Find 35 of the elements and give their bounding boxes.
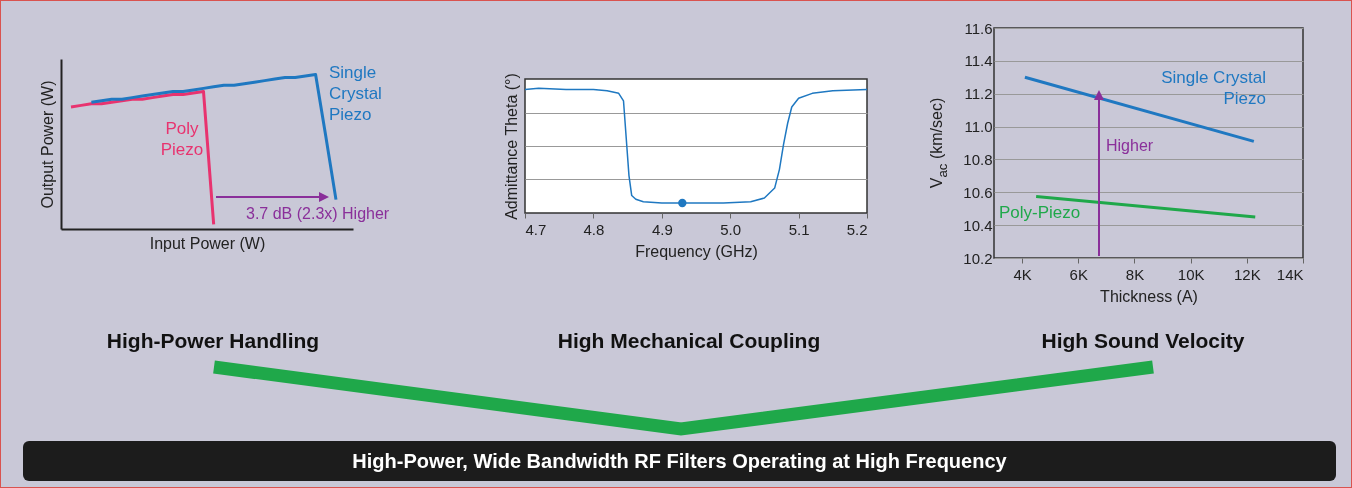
text: High Mechanical Coupling — [557, 329, 821, 353]
x-tick-label: 14K — [1276, 265, 1304, 283]
x-tick-label: 4.8 — [583, 220, 605, 238]
x-tick-label: 5.0 — [720, 220, 742, 238]
series-label: Poly Piezo — [160, 119, 204, 159]
y-axis-title: Output Power (W) — [38, 80, 56, 209]
x-tick-label: 10K — [1177, 265, 1205, 283]
x-tick-label: 4.9 — [651, 220, 673, 238]
series-label: Poly-Piezo — [999, 203, 1081, 222]
text: High Sound Velocity — [1041, 329, 1245, 353]
x-tick-label: 6K — [1069, 265, 1088, 283]
x-tick-label: 5.1 — [788, 220, 810, 238]
text: High-Power Handling — [106, 329, 320, 353]
y-tick-label: 10.2 — [963, 249, 993, 267]
x-axis-title: Frequency (GHz) — [635, 242, 758, 260]
x-tick-label: 8K — [1125, 265, 1145, 283]
y-tick-label: 10.8 — [963, 150, 993, 168]
series-label: Single Crystal Piezo — [329, 63, 382, 124]
x-tick-label: 5.2 — [846, 220, 868, 238]
x-axis-title: Thickness (A) — [1100, 287, 1198, 305]
x-tick-label: 4.7 — [525, 220, 547, 238]
y-tick-label: 10.4 — [963, 216, 993, 234]
y-axis-title: Admittance Theta (°) — [502, 73, 520, 220]
y-tick-label: 11.0 — [964, 118, 993, 136]
y-tick-label: 11.4 — [964, 52, 993, 70]
x-tick-label: 12K — [1233, 265, 1261, 283]
text: High-Power, Wide Bandwidth RF Filters Operating at High Frequency — [23, 441, 1336, 481]
series-label: Single Crystal Piezo — [1161, 68, 1266, 108]
x-axis-title: Input Power (W) — [149, 234, 266, 252]
y-tick-label: 10.6 — [963, 183, 993, 201]
y-tick-label: 11.6 — [964, 19, 993, 37]
annotation: Higher — [1106, 137, 1154, 154]
y-tick-label: 11.2 — [964, 85, 993, 103]
x-tick-label: 4K — [1013, 265, 1032, 283]
annotation: 3.7 dB (2.3x) Higher — [246, 205, 390, 222]
